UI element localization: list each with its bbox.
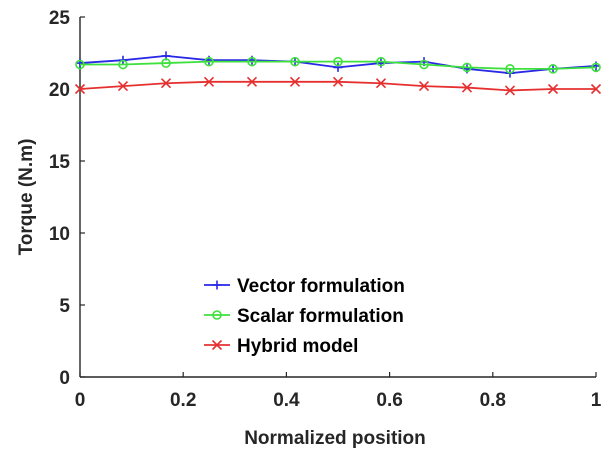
legend-swatch-marker [211,339,223,351]
y-tick-label: 10 [49,224,70,245]
data-point [376,56,386,67]
data-point [290,56,300,67]
series-line [80,60,597,70]
legend-label: Hybrid model [237,336,358,357]
legend-item: Scalar formulation [204,306,404,327]
data-point [505,64,515,74]
data-point [504,85,516,96]
data-point [333,56,343,67]
x-tick-label: 0.8 [480,390,506,411]
data-point [118,59,128,70]
data-point [419,59,429,70]
y-tick-label: 0 [59,368,70,389]
data-point [590,83,602,95]
data-point [591,62,601,73]
data-point [547,83,559,95]
data-point [418,81,430,92]
x-tick-label: 0 [75,390,86,411]
series-scalar-formulation [75,56,601,74]
x-tick-label: 0.6 [376,390,402,411]
data-point [375,78,387,89]
data-point [117,81,129,92]
legend-swatch-marker [212,280,222,290]
x-tick-label: 0.4 [273,390,300,411]
x-axis-label: Normalized position [244,428,426,449]
data-point [204,56,214,67]
series-vector-formulation [75,51,601,78]
y-tick-label: 25 [49,8,71,29]
data-point [160,78,172,89]
series-layer [74,51,602,96]
legend-item: Vector formulation [204,276,405,297]
data-point [289,76,301,87]
data-point [75,59,85,70]
data-point [462,62,472,73]
data-point [161,58,171,68]
x-tick-label: 1 [591,390,602,411]
data-point [203,76,215,87]
y-tick-label: 5 [59,296,70,317]
legend: Vector formulation Scalar formulation Hybr… [204,276,405,357]
data-point [461,82,473,93]
data-point [333,62,343,72]
y-tick-label: 15 [49,152,71,173]
data-point [246,76,258,87]
legend-swatch-marker [212,310,222,320]
legend-label: Scalar formulation [237,306,404,327]
series-hybrid-model [74,76,602,96]
legend-item: Hybrid model [204,336,358,357]
data-point [332,76,344,87]
y-axis-label: Torque (N.m) [16,139,37,256]
data-point [548,64,558,74]
data-point [247,56,257,67]
y-tick-label: 20 [49,80,70,101]
x-tick-label: 0.2 [170,390,196,411]
data-point [74,83,86,95]
series-line [79,80,596,92]
legend-label: Vector formulation [237,276,405,297]
